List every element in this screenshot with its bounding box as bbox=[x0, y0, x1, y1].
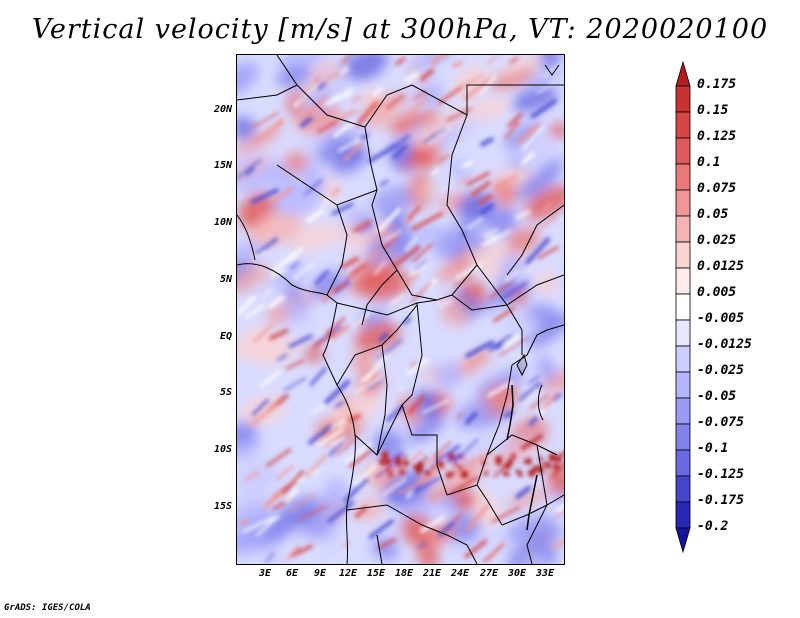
grads-credit: GrADS: IGES/COLA bbox=[4, 603, 91, 613]
colorbar-segment bbox=[675, 423, 691, 451]
lat-label: EQ bbox=[219, 331, 232, 342]
lon-label: 15E bbox=[366, 568, 386, 579]
lon-label: 27E bbox=[479, 568, 499, 579]
lon-label: 21E bbox=[422, 568, 442, 579]
colorbar-bottom-arrow bbox=[675, 527, 691, 554]
colorbar-label: 0.025 bbox=[697, 233, 737, 248]
colorbar-label: 0.0125 bbox=[697, 259, 744, 274]
lat-label: 5S bbox=[219, 387, 232, 398]
lon-label: 24E bbox=[450, 568, 470, 579]
lat-label: 20N bbox=[213, 104, 232, 115]
lat-label: 10N bbox=[213, 217, 232, 228]
colorbar-label: 0.05 bbox=[697, 207, 729, 222]
colorbar-segment bbox=[675, 371, 691, 399]
colorbar-label: 0.075 bbox=[697, 181, 737, 196]
colorbar-label: -0.05 bbox=[697, 389, 737, 404]
colorbar-label: 0.1 bbox=[697, 155, 721, 170]
colorbar-label: 0.005 bbox=[697, 285, 737, 300]
lon-label: 9E bbox=[313, 568, 327, 579]
lon-label: 18E bbox=[394, 568, 414, 579]
lon-label: 6E bbox=[285, 568, 299, 579]
colorbar-label: -0.175 bbox=[697, 493, 744, 508]
colorbar-segment bbox=[675, 345, 691, 373]
colorbar bbox=[675, 60, 691, 554]
colorbar-top-arrow bbox=[675, 60, 691, 87]
chart-title: Vertical velocity [m/s] at 300hPa, VT: 2… bbox=[31, 14, 769, 45]
lon-label: 12E bbox=[338, 568, 358, 579]
colorbar-segment bbox=[675, 137, 691, 165]
lat-label: 10S bbox=[213, 444, 232, 455]
lat-label: 15N bbox=[213, 160, 232, 171]
colorbar-segment bbox=[675, 475, 691, 503]
lon-label: 30E bbox=[507, 568, 527, 579]
lon-label: 33E bbox=[535, 568, 555, 579]
colorbar-segment bbox=[675, 449, 691, 477]
colorbar-label: -0.1 bbox=[697, 441, 729, 456]
colorbar-segment bbox=[675, 85, 691, 113]
colorbar-label: -0.025 bbox=[697, 363, 744, 378]
colorbar-segment bbox=[675, 319, 691, 347]
colorbar-label: 0.175 bbox=[697, 77, 737, 92]
colorbar-label: 0.125 bbox=[697, 129, 737, 144]
colorbar-label: -0.125 bbox=[697, 467, 744, 482]
colorbar-segment bbox=[675, 501, 691, 529]
colorbar-segment bbox=[675, 293, 691, 321]
colorbar-segment bbox=[675, 111, 691, 139]
velocity-map bbox=[236, 54, 565, 565]
colorbar-segment bbox=[675, 397, 691, 425]
colorbar-label: -0.0125 bbox=[697, 337, 752, 352]
velocity-field bbox=[237, 55, 564, 564]
colorbar-segment bbox=[675, 189, 691, 217]
lon-label: 3E bbox=[258, 568, 272, 579]
colorbar-segment bbox=[675, 215, 691, 243]
colorbar-label: -0.005 bbox=[697, 311, 744, 326]
colorbar-segment bbox=[675, 241, 691, 269]
lat-label: 15S bbox=[213, 501, 232, 512]
country-borders bbox=[237, 55, 564, 564]
colorbar-segment bbox=[675, 267, 691, 295]
colorbar-segment bbox=[675, 163, 691, 191]
colorbar-label: -0.075 bbox=[697, 415, 744, 430]
lat-label: 5N bbox=[219, 274, 232, 285]
colorbar-label: 0.15 bbox=[697, 103, 729, 118]
colorbar-label: -0.2 bbox=[697, 519, 729, 534]
